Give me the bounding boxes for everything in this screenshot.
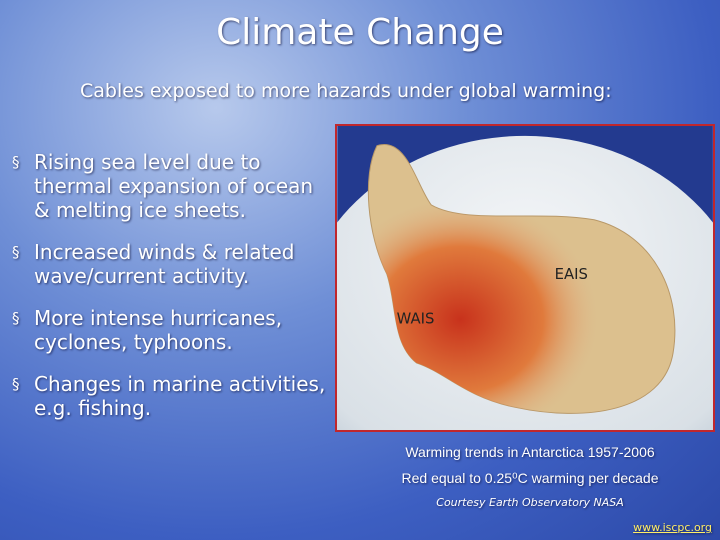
- map-label: EAIS: [555, 266, 588, 283]
- bullet: Changes in marine activities, e.g. fishi…: [12, 372, 332, 420]
- subtitle: Cables exposed to more hazards under glo…: [80, 80, 612, 102]
- caption: Warming trends in Antarctica 1957-2006: [405, 444, 655, 460]
- credit: Courtesy Earth Observatory NASA: [436, 496, 624, 509]
- bullet: Increased winds & related wave/current a…: [12, 240, 332, 288]
- caption: Red equal to 0.25⁰C warming per decade: [401, 470, 659, 486]
- link[interactable]: www.iscpc.org: [633, 521, 712, 534]
- title: Climate Change: [216, 12, 504, 53]
- bullet: More intense hurricanes, cyclones, typho…: [12, 306, 332, 354]
- map-label: WAIS: [397, 310, 435, 327]
- bullet: Rising sea level due to thermal expansio…: [12, 150, 332, 222]
- antarctica-map: EAIS WAIS: [335, 124, 715, 432]
- bullet-list: Rising sea level due to thermal expansio…: [12, 150, 332, 438]
